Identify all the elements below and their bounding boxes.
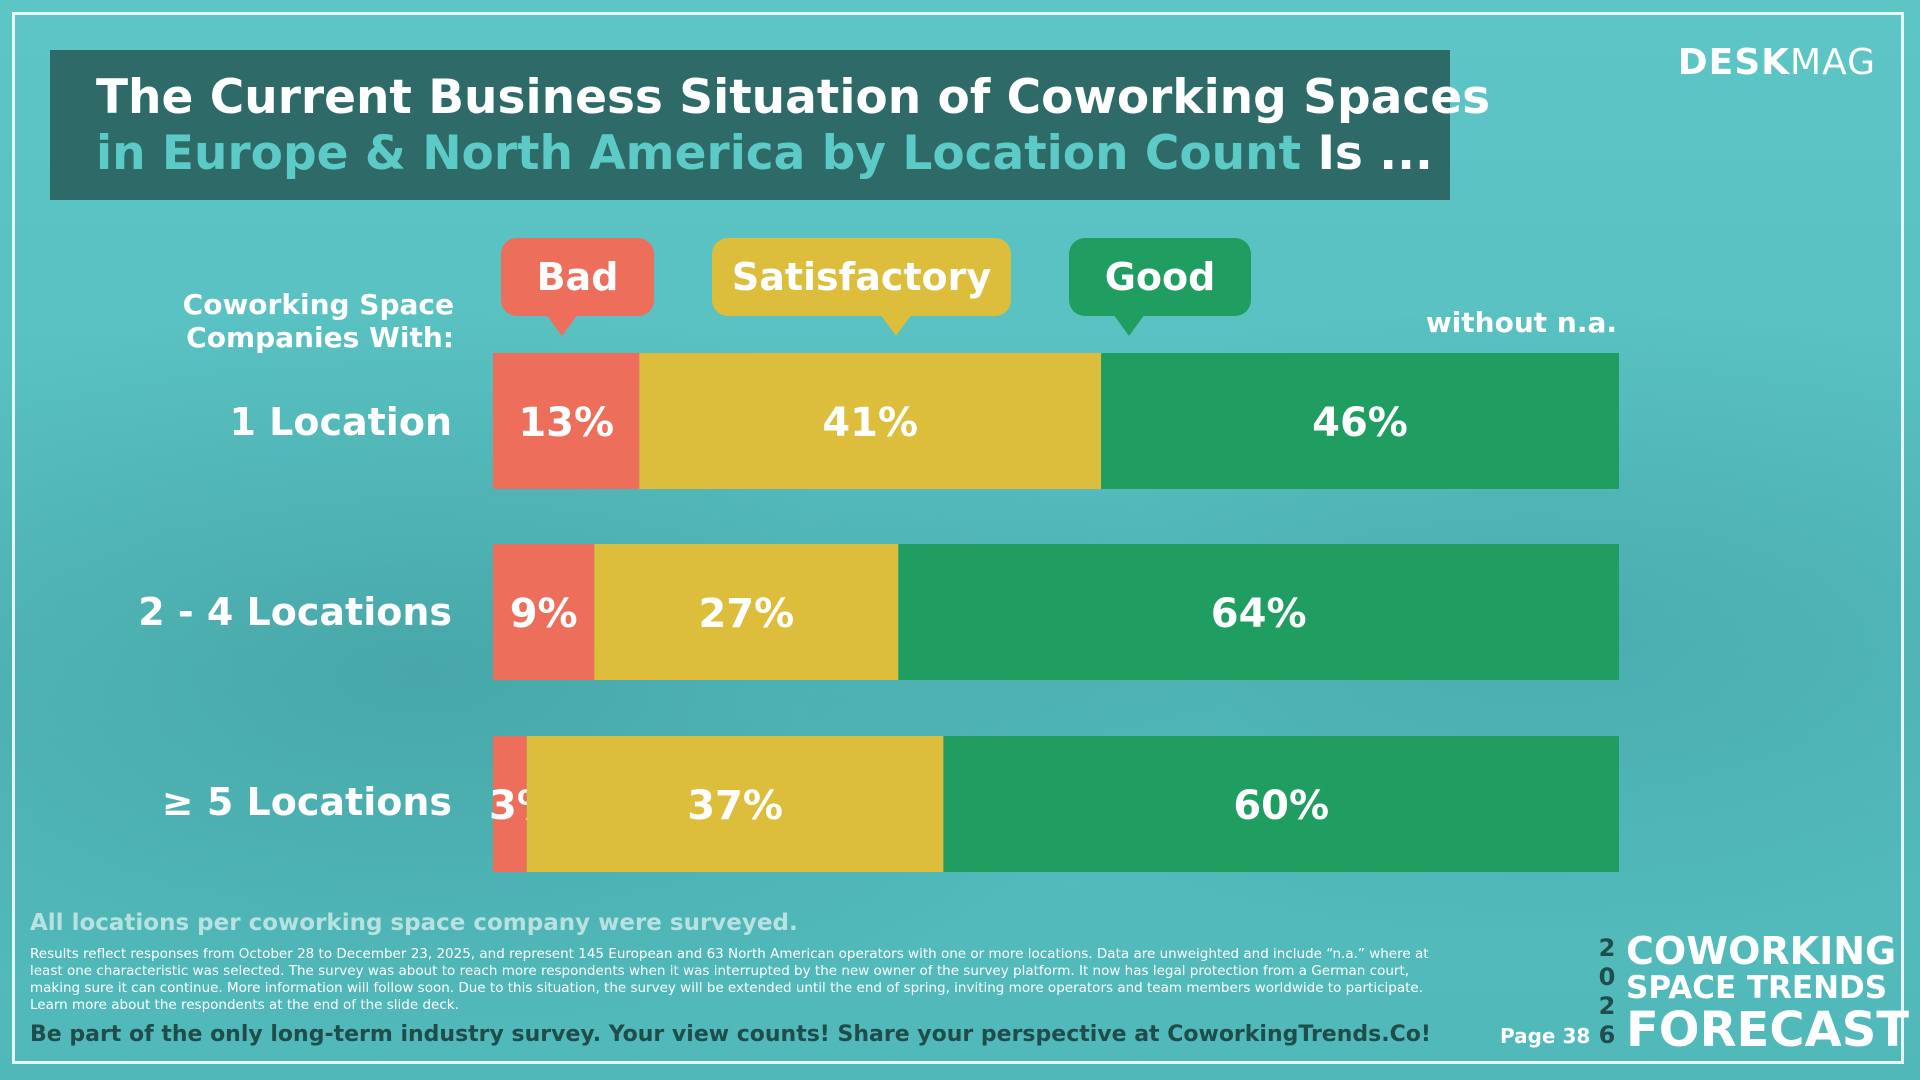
- fine-print-line-4: Learn more about the respondents at the …: [30, 997, 459, 1013]
- year-digit: 2: [1598, 934, 1616, 962]
- data-label-satisfactory-2-4-locations: 27%: [698, 591, 794, 637]
- without-na-note: without n.a.: [1425, 306, 1617, 339]
- row-label-5-plus-locations: ≥ 5 Locations: [161, 780, 452, 824]
- title-highlight: in Europe & North America by Location Co…: [96, 126, 1302, 181]
- data-label-bad-2-4-locations: 9%: [510, 591, 578, 637]
- bar-good-2-4-locations: [898, 544, 1619, 680]
- legend-satisfactory: Satisfactory: [712, 238, 1011, 336]
- year-digit: 2: [1598, 992, 1616, 1020]
- survey-note: All locations per coworking space compan…: [30, 910, 798, 936]
- title-line-1: The Current Business Situation of Cowork…: [96, 70, 1491, 125]
- bar-satisfactory-2-4-locations: [594, 544, 899, 680]
- row-label-1-location: 1 Location: [229, 400, 452, 444]
- data-label-good-1-location: 46%: [1312, 400, 1408, 446]
- legend-bad: Bad: [501, 238, 654, 336]
- fine-print-line-2: least one characteristic was selected. T…: [30, 963, 1410, 979]
- survey-cta: Be part of the only long-term industry s…: [30, 1022, 1431, 1047]
- fine-print-line-1: Results reflect responses from October 2…: [30, 946, 1429, 962]
- bar-bad-2-4-locations: [493, 544, 595, 680]
- bar-good-1-location: [1101, 353, 1619, 489]
- title-suffix: Is ...: [1301, 126, 1433, 181]
- data-label-bad-1-location: 13%: [518, 400, 614, 446]
- bar-good-5-locations: [943, 736, 1619, 872]
- data-label-good-2-4-locations: 64%: [1211, 591, 1307, 637]
- logo-line-3: FORECAST: [1626, 1002, 1910, 1058]
- row-label-2-4-locations: 2 - 4 Locations: [138, 590, 452, 634]
- row-header-line-1: Coworking Space: [182, 288, 454, 321]
- logo-line-1: COWORKING: [1626, 929, 1897, 973]
- fine-print-line-3: making sure it can continue. More inform…: [30, 980, 1423, 996]
- bar-bad-5-locations: [493, 736, 527, 872]
- row-header: Coworking Space Companies With:: [160, 288, 454, 354]
- deskmag-logo: DESKMAG: [1678, 42, 1876, 83]
- logo-line-2: SPACE TRENDS: [1626, 970, 1888, 1006]
- brand-light: MAG: [1790, 42, 1876, 83]
- data-label-satisfactory-1-location: 41%: [822, 400, 918, 446]
- year-digit: 0: [1598, 963, 1616, 991]
- brand-bold: DESK: [1677, 42, 1791, 83]
- title-banner: The Current Business Situation of Cowork…: [50, 50, 1491, 200]
- fine-print: Results reflect responses from October 2…: [30, 946, 1490, 1014]
- bar-satisfactory-5-locations: [526, 736, 944, 872]
- title-line-2: in Europe & North America by Location Co…: [96, 126, 1450, 182]
- bar-bad-1-location: [493, 353, 640, 489]
- data-label-satisfactory-5-locations: 37%: [687, 783, 783, 829]
- trends-forecast-logo: 2 0 2 6 COWORKING SPACE TRENDS FORECAST: [1596, 930, 1909, 1056]
- data-label-good-5-locations: 60%: [1233, 783, 1329, 829]
- year-digit: 6: [1598, 1021, 1616, 1049]
- legend-good: Good: [1069, 238, 1251, 336]
- row-header-line-2: Companies With:: [186, 321, 454, 354]
- bar-satisfactory-1-location: [639, 353, 1102, 489]
- page-number: Page 38: [1500, 1024, 1591, 1048]
- logo-year: 2 0 2 6: [1596, 934, 1618, 1050]
